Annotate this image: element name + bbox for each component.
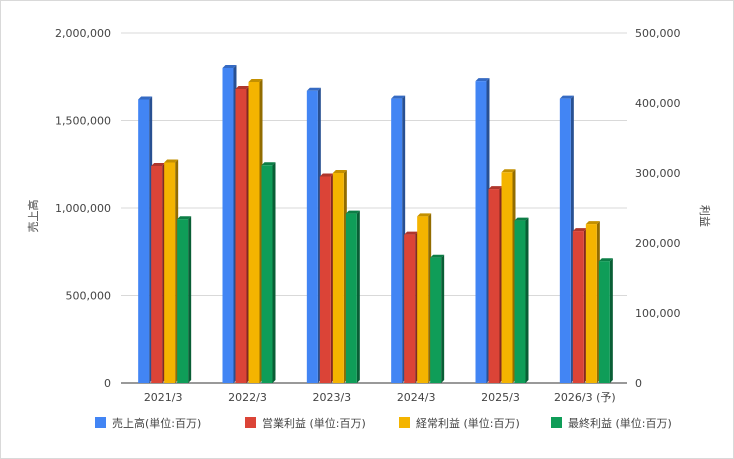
- bar: [235, 86, 250, 383]
- x-tick-label: 2023/3: [312, 391, 351, 404]
- y-tick-label-right: 500,000: [635, 27, 681, 40]
- bar: [404, 231, 419, 383]
- y-tick-label-left: 2,000,000: [55, 27, 111, 40]
- y-tick-label-left: 1,500,000: [55, 115, 111, 128]
- bar: [559, 95, 574, 383]
- y-tick-label-right: 300,000: [635, 167, 681, 180]
- bar: [514, 217, 529, 383]
- legend-swatch: [95, 417, 106, 428]
- y-tick-label-left: 500,000: [66, 290, 112, 303]
- bar: [222, 65, 237, 383]
- y-axis-left: 0 500,000 1,000,000 1,500,000 2,000,000: [55, 27, 111, 390]
- bars: [138, 65, 613, 383]
- bar: [572, 228, 587, 383]
- bar: [319, 173, 334, 383]
- x-tick-label: 2022/3: [228, 391, 267, 404]
- y-axis-title-left: 売上高: [26, 200, 40, 233]
- y-axis-right: 0 100,000 200,000 300,000 400,000 500,000: [635, 27, 681, 390]
- y-tick-label-left: 1,000,000: [55, 202, 111, 215]
- bar: [177, 216, 192, 383]
- x-tick-label: 2025/3: [481, 391, 520, 404]
- y-tick-label-right: 200,000: [635, 237, 681, 250]
- bar: [391, 95, 406, 383]
- legend-swatch: [245, 417, 256, 428]
- legend-label: 最終利益 (単位:百万): [568, 416, 672, 430]
- x-tick-label: 2021/3: [144, 391, 183, 404]
- bar: [164, 159, 179, 383]
- y-tick-label-right: 400,000: [635, 97, 681, 110]
- bar: [598, 258, 613, 383]
- legend-label: 経常利益 (単位:百万): [416, 416, 520, 430]
- bar: [248, 79, 263, 383]
- bar: [488, 186, 503, 383]
- legend-label: 売上高(単位:百万): [112, 416, 201, 430]
- legend-item: 営業利益 (単位:百万): [245, 416, 366, 430]
- grid: [121, 32, 627, 384]
- legend-item: 売上高(単位:百万): [95, 416, 201, 430]
- x-tick-label: 2024/3: [397, 391, 436, 404]
- bar: [430, 254, 445, 383]
- bar: [417, 213, 432, 383]
- y-tick-label-right: 0: [635, 377, 642, 390]
- bar: [138, 96, 153, 383]
- legend-item: 最終利益 (単位:百万): [551, 416, 672, 430]
- bar: [261, 162, 276, 383]
- bar: [332, 170, 347, 383]
- bar: [306, 87, 321, 383]
- y-tick-label-right: 100,000: [635, 307, 681, 320]
- legend-swatch: [399, 417, 410, 428]
- legend: 売上高(単位:百万) 営業利益 (単位:百万) 経常利益 (単位:百万) 最終利益 (…: [95, 416, 672, 430]
- legend-label: 営業利益 (単位:百万): [262, 416, 366, 430]
- bar: [501, 169, 516, 383]
- bar: [475, 78, 490, 383]
- y-tick-label-left: 0: [104, 377, 111, 390]
- legend-swatch: [551, 417, 562, 428]
- y-axis-title-right: 利益: [698, 205, 712, 227]
- x-tick-label: 2026/3 (予): [554, 391, 616, 404]
- legend-item: 経常利益 (単位:百万): [399, 416, 520, 430]
- bar: [345, 210, 360, 383]
- bar: [585, 221, 600, 383]
- bar: [151, 163, 166, 383]
- x-axis: 2021/3 2022/3 2023/3 2024/3 2025/3 2026/3 (予): [144, 391, 616, 404]
